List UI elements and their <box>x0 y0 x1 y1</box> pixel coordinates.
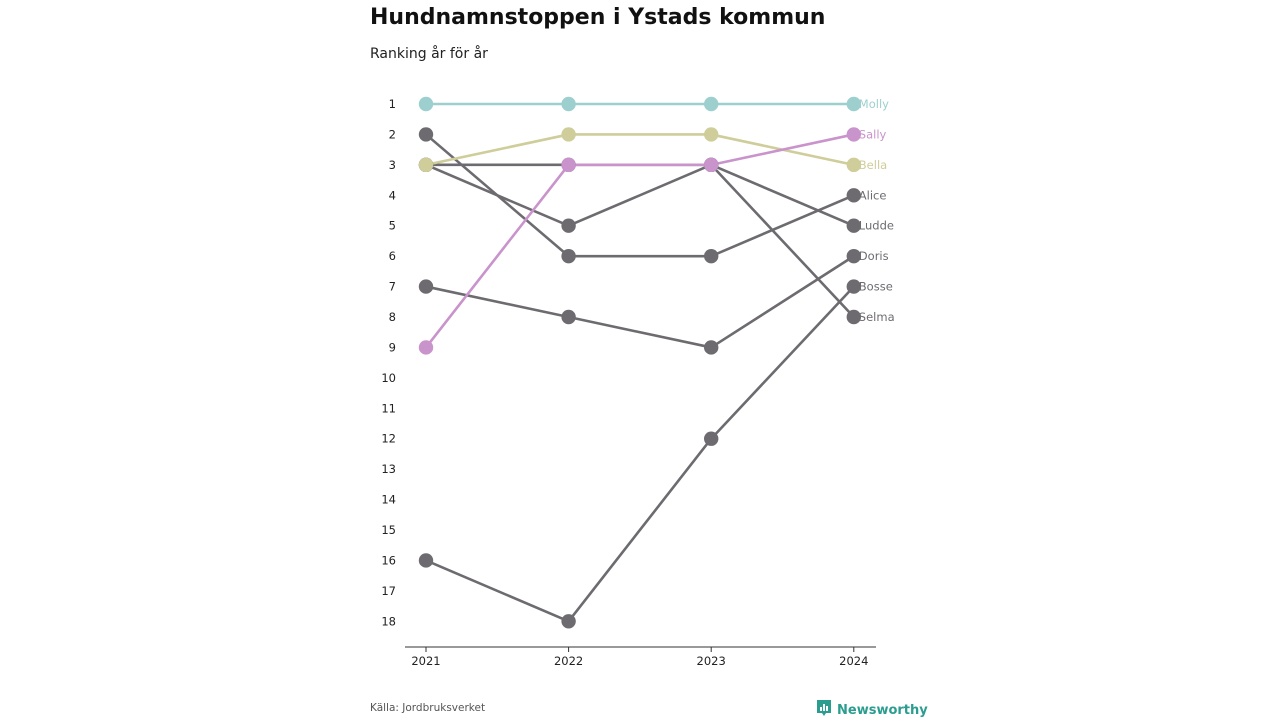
point-sally-2024 <box>846 127 861 142</box>
y-tick-label: 1 <box>389 97 396 111</box>
y-tick-label: 18 <box>381 614 396 628</box>
series-labels: Selma Bosse Doris Ludde Alice Bella Sally Molly <box>859 97 895 324</box>
point-sally-2021 <box>418 340 434 355</box>
series-points <box>418 96 861 629</box>
point-molly-2022 <box>561 96 576 112</box>
x-tick-label: 2022 <box>554 654 583 668</box>
point-bosse-2022 <box>561 614 576 629</box>
point-alice-2023 <box>704 248 719 264</box>
chart-title: Hundnamnstoppen i Ystads kommun <box>370 5 826 30</box>
newsworthy-logo[interactable]: Newsworthy <box>816 700 928 720</box>
y-tick-label: 15 <box>381 523 396 537</box>
y-tick-label: 9 <box>389 340 396 354</box>
series-line-ludde <box>424 163 856 228</box>
series-line-alice <box>424 133 856 258</box>
source-note: Källa: Jordbruksverket <box>370 702 486 714</box>
series-label-molly: Molly <box>859 97 889 111</box>
series-label-sally: Sally <box>859 127 887 141</box>
point-bosse-2024 <box>846 279 861 294</box>
point-bella-2021 <box>418 157 434 173</box>
y-tick-label: 5 <box>389 219 396 233</box>
point-molly-2023 <box>704 96 719 112</box>
newsworthy-logo-icon <box>816 699 832 721</box>
brand-name: Newsworthy <box>837 702 928 718</box>
x-tick-label: 2024 <box>839 654 868 668</box>
point-alice-2024 <box>846 188 861 203</box>
series-line-bella <box>424 133 856 167</box>
y-tick-label: 14 <box>381 493 396 507</box>
point-doris-2023 <box>704 340 719 355</box>
point-doris-2024 <box>846 248 861 264</box>
point-doris-2021 <box>418 279 434 294</box>
y-tick-label: 7 <box>389 280 396 294</box>
y-tick-label: 10 <box>381 371 396 385</box>
y-tick-label: 17 <box>381 584 396 598</box>
series-line-bosse <box>424 285 856 623</box>
point-molly-2021 <box>418 96 434 112</box>
point-alice-2022 <box>561 248 576 264</box>
series-label-bosse: Bosse <box>859 280 893 294</box>
y-tick-label: 2 <box>389 127 396 141</box>
point-doris-2022 <box>561 309 576 325</box>
y-tick-label: 12 <box>381 432 396 446</box>
series-label-alice: Alice <box>859 188 887 202</box>
point-ludde-2022 <box>561 218 576 233</box>
y-tick-label: 13 <box>381 462 396 476</box>
y-tick-label: 11 <box>381 401 396 415</box>
point-bosse-2021 <box>418 553 434 568</box>
series-line-doris <box>424 254 856 349</box>
series-label-bella: Bella <box>859 158 887 172</box>
y-tick-label: 8 <box>389 310 396 324</box>
series-label-ludde: Ludde <box>859 219 894 233</box>
point-ludde-2024 <box>846 218 861 233</box>
series-line-sally <box>424 133 856 349</box>
y-tick-label: 6 <box>389 249 396 263</box>
point-bosse-2023 <box>704 431 719 446</box>
point-selma-2024 <box>846 309 861 325</box>
point-sally-2023 <box>704 157 719 173</box>
point-bella-2024 <box>846 157 861 173</box>
point-molly-2024 <box>846 96 861 112</box>
y-tick-label: 3 <box>389 158 396 172</box>
x-axis: 2021 2022 2023 2024 <box>405 646 876 668</box>
y-tick-label: 16 <box>381 553 396 567</box>
point-sally-2022 <box>561 157 576 173</box>
point-bella-2023 <box>704 127 719 142</box>
series-label-selma: Selma <box>859 310 895 324</box>
point-alice-2021 <box>418 127 434 142</box>
series-label-doris: Doris <box>859 249 889 263</box>
point-bella-2022 <box>561 127 576 142</box>
series-lines <box>424 102 856 623</box>
x-tick-label: 2023 <box>697 654 726 668</box>
y-tick-label: 4 <box>389 188 396 202</box>
chart-subtitle: Ranking år för år <box>370 46 488 62</box>
x-tick-label: 2021 <box>411 654 440 668</box>
